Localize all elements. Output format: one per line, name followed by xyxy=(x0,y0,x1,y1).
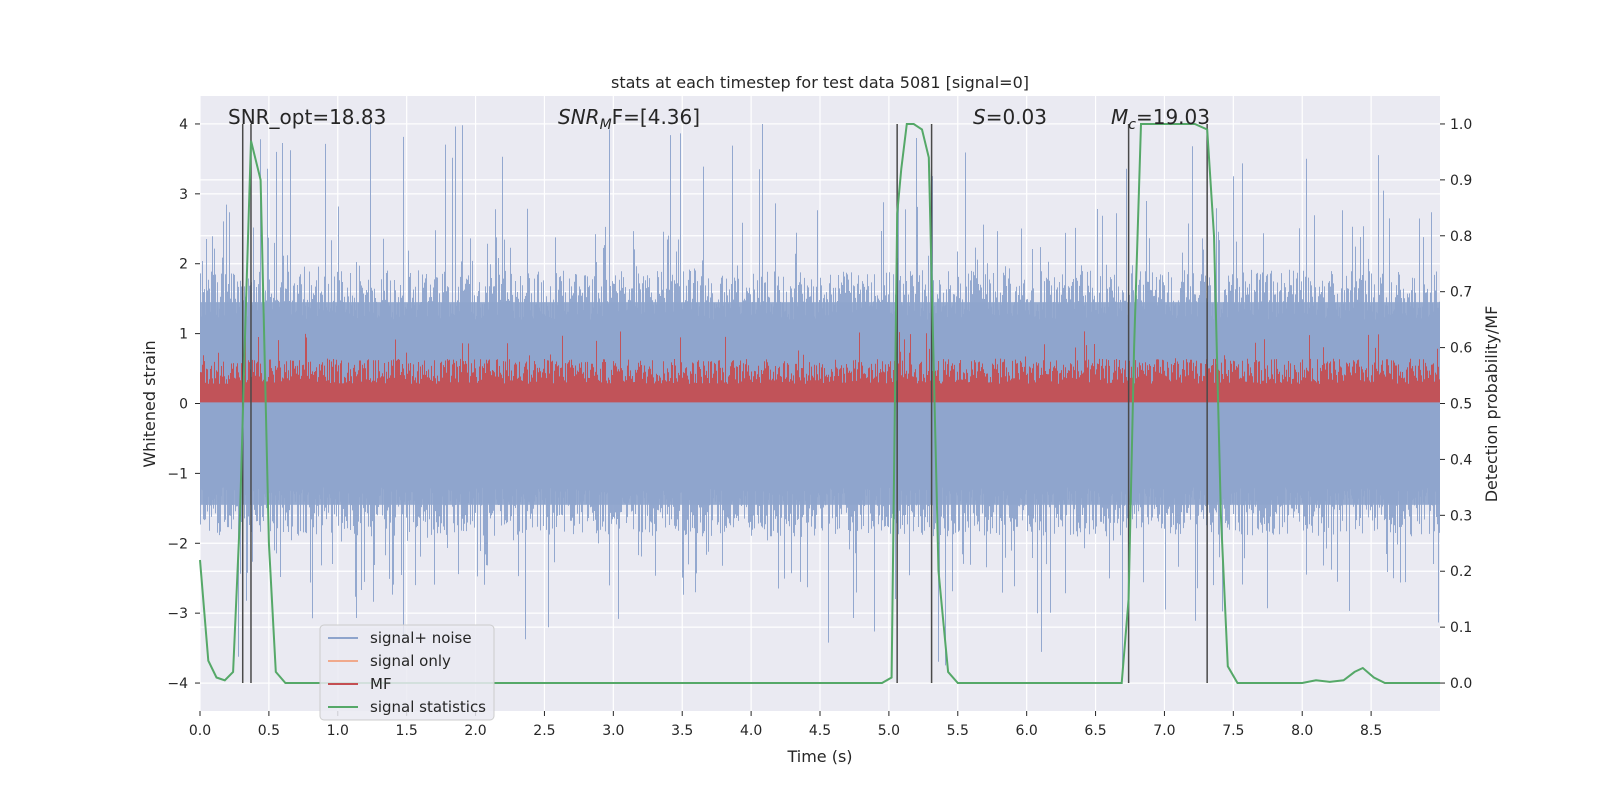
signal-statistics-series xyxy=(199,123,1440,684)
x-tick-label: 5.5 xyxy=(947,723,969,739)
y-axis-label: Whitened strain xyxy=(140,340,159,467)
legend: signal+ noise signal only MF signal stat… xyxy=(319,624,495,721)
x-tick-label: 4.0 xyxy=(740,723,762,739)
x-tick-label: 1.5 xyxy=(396,723,418,739)
legend-box xyxy=(319,624,495,721)
chart-title: stats at each timestep for test data 508… xyxy=(611,73,1029,92)
y2-tick-label: 0.2 xyxy=(1450,564,1472,580)
x-tick-label: 8.0 xyxy=(1291,723,1313,739)
legend-label-statistics: signal statistics xyxy=(370,698,486,716)
x-tick-label: 8.5 xyxy=(1360,723,1382,739)
y2-tick-label: 0.8 xyxy=(1450,229,1472,245)
y2-tick-label: 1.0 xyxy=(1450,117,1472,133)
y2-tick-label: 0.5 xyxy=(1450,397,1472,413)
legend-label-mf: MF xyxy=(370,675,392,693)
y-tick-label: 4 xyxy=(179,117,188,133)
mf-series xyxy=(200,331,1440,403)
x-tick-label: 5.0 xyxy=(878,723,900,739)
x-tick-label: 3.0 xyxy=(602,723,624,739)
x-axis-label: Time (s) xyxy=(786,747,852,766)
y2-tick-label: 0.3 xyxy=(1450,508,1472,524)
y-tick-label: 0 xyxy=(179,397,188,413)
x-tick-label: 3.5 xyxy=(671,723,693,739)
x-tick-label: 2.5 xyxy=(533,723,555,739)
x-tick-label: 7.5 xyxy=(1222,723,1244,739)
y-tick-label: 3 xyxy=(179,187,188,203)
annotation-snr-mf: SNRMF=[4.36] xyxy=(558,105,700,133)
y2-axis-label: Detection probability/MF xyxy=(1482,306,1501,503)
annotation-s: S=0.03 xyxy=(973,105,1047,129)
annotation-mc: Mc=19.03 xyxy=(1111,105,1210,133)
legend-label-signal-only: signal only xyxy=(370,652,451,670)
y2-tick-label: 0.6 xyxy=(1450,341,1472,357)
y2-tick-label: 0.1 xyxy=(1450,620,1472,636)
y2-tick-label: 0.0 xyxy=(1450,676,1472,692)
y-tick-label: −2 xyxy=(167,536,188,552)
legend-label-noise: signal+ noise xyxy=(370,629,472,647)
y2-tick-label: 0.7 xyxy=(1450,285,1472,301)
y2-tick-label: 0.4 xyxy=(1450,452,1472,468)
y-tick-label: −4 xyxy=(167,676,188,692)
x-tick-label: 2.0 xyxy=(464,723,486,739)
mf-trace xyxy=(200,331,1440,403)
x-tick-label: 4.5 xyxy=(809,723,831,739)
y-tick-label: 2 xyxy=(179,257,188,273)
y-tick-label: 1 xyxy=(179,327,188,343)
signal-plus-noise-series xyxy=(200,124,1440,666)
statistics-line xyxy=(199,123,1440,684)
x-tick-label: 6.5 xyxy=(1084,723,1106,739)
x-tick-label: 1.0 xyxy=(327,723,349,739)
x-tick-label: 6.0 xyxy=(1016,723,1038,739)
annotation-snr-opt: SNR_opt=18.83 xyxy=(228,105,386,129)
x-tick-label: 0.5 xyxy=(258,723,280,739)
y-tick-label: −1 xyxy=(167,466,188,482)
y2-tick-label: 0.9 xyxy=(1450,173,1472,189)
y-tick-label: −3 xyxy=(167,606,188,622)
x-tick-label: 7.0 xyxy=(1153,723,1175,739)
x-tick-label: 0.0 xyxy=(189,723,211,739)
